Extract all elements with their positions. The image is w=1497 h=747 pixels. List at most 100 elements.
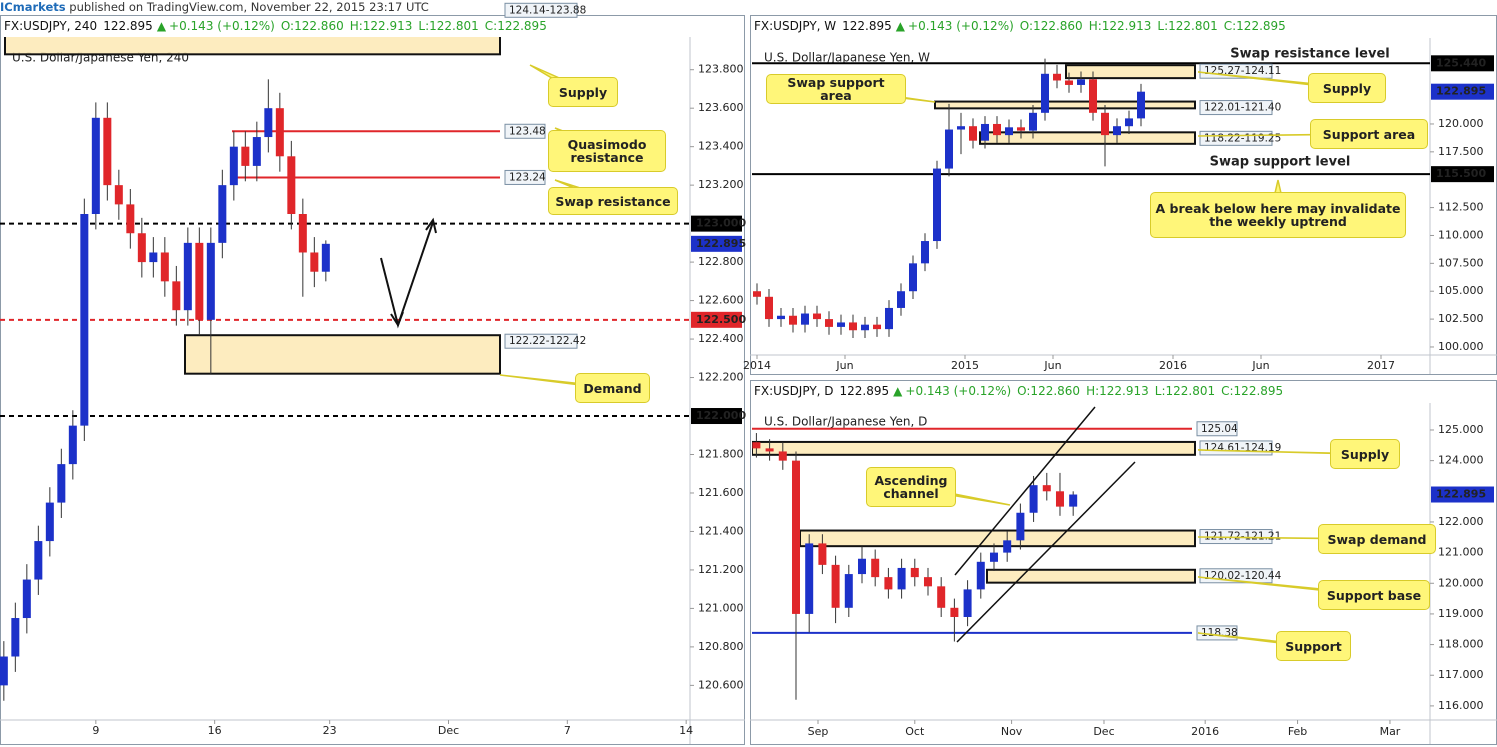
- callout: Supply: [548, 77, 618, 107]
- candle-body: [45, 502, 54, 542]
- callout: Supply: [1308, 73, 1386, 103]
- zone-label: 121.72-121.21: [1204, 531, 1281, 543]
- candle-body: [849, 322, 857, 331]
- last-price-tag: [1431, 83, 1494, 100]
- header-price: 122.895: [840, 384, 890, 398]
- y-tick-label: 121.200: [698, 563, 744, 576]
- level-label: 125.04: [1201, 423, 1238, 435]
- candle-body: [126, 204, 135, 234]
- header-ohlc: C:122.895: [1221, 384, 1283, 398]
- candle-body: [885, 307, 893, 330]
- last-price-label: 122.895: [1436, 488, 1486, 501]
- symbol: FX:USDJPY, D: [754, 384, 834, 398]
- zone: [799, 529, 1196, 548]
- level-tag-label: 122.000: [696, 409, 746, 422]
- candle-body: [969, 126, 977, 141]
- y-tick-label: 120.600: [698, 678, 744, 691]
- level-label-box: [504, 169, 546, 185]
- level-tag: [691, 215, 742, 232]
- up-triangle: ▲: [896, 19, 906, 33]
- callout: Swap support area: [766, 74, 906, 104]
- candle-body: [989, 552, 998, 562]
- last-price-tag: [1431, 486, 1494, 503]
- y-tick-label: 123.400: [698, 140, 744, 153]
- panel-header: FX:USDJPY, W 122.895 ▲ +0.143 (+0.12%) O:122…: [754, 19, 1286, 33]
- candle-body: [298, 214, 307, 253]
- candle-body: [1069, 494, 1078, 507]
- header-price: 122.895: [103, 19, 153, 33]
- candle-body: [884, 577, 893, 590]
- candle-body: [91, 117, 100, 215]
- candle-body: [22, 579, 31, 619]
- header-ohlc: H:122.913: [350, 19, 413, 33]
- zone-label-box: [504, 333, 578, 349]
- chart-title: U.S. Dollar/Japanese Yen, D: [764, 415, 927, 429]
- candle-body: [765, 448, 774, 452]
- callout: Ascending channel: [866, 467, 956, 507]
- zone: [934, 100, 1196, 110]
- zone: [1065, 64, 1196, 80]
- candle-body: [195, 242, 204, 320]
- symbol: FX:USDJPY, W: [754, 19, 836, 33]
- y-tick-label: 124.000: [1438, 454, 1484, 467]
- candle-body: [252, 137, 261, 166]
- candle-body: [777, 315, 785, 320]
- header-ohlc: L:122.801: [1155, 384, 1215, 398]
- candle-body: [183, 242, 192, 311]
- brand[interactable]: ICmarkets: [0, 0, 66, 14]
- candle-body: [818, 543, 827, 565]
- candle-body: [1101, 112, 1109, 136]
- zone-label: 124.14-123.88: [509, 4, 586, 16]
- candle-body: [871, 558, 880, 578]
- last-price-label: 122.895: [696, 237, 746, 250]
- candle-body: [149, 252, 158, 263]
- zone-label-box: [1199, 100, 1273, 116]
- callout: Supply: [1330, 439, 1400, 469]
- y-tick-label: 122.200: [698, 371, 744, 384]
- candle-body: [160, 252, 169, 282]
- candle-body: [0, 656, 8, 686]
- candle-body: [1029, 112, 1037, 131]
- candle-body: [1016, 512, 1025, 541]
- zone: [986, 568, 1196, 584]
- header-ohlc: L:122.801: [418, 19, 478, 33]
- candle-body: [981, 123, 989, 141]
- candle-body: [921, 241, 929, 264]
- candle-body: [1065, 80, 1073, 85]
- candle-body: [264, 108, 273, 138]
- candle-body: [1089, 79, 1097, 113]
- candle-body: [80, 214, 89, 426]
- candle-body: [778, 451, 787, 461]
- x-tick-label: Sep: [808, 725, 829, 738]
- level-tag-label: 125.440: [1436, 56, 1486, 69]
- y-tick-label: 102.500: [1438, 312, 1484, 325]
- callout: Swap resistance: [548, 187, 678, 215]
- candle-body: [114, 185, 123, 205]
- zone-label: 120.02-120.44: [1204, 570, 1282, 582]
- level-tag: [1431, 55, 1494, 72]
- candle-body: [937, 586, 946, 608]
- candle-body: [963, 589, 972, 617]
- candle-body: [172, 281, 181, 311]
- x-tick-label: 7: [564, 724, 571, 737]
- candle-body: [805, 543, 814, 614]
- candle-body: [909, 263, 917, 292]
- last-price-tag: [691, 235, 742, 252]
- callout: Support base: [1318, 580, 1430, 610]
- zone-label: 118.22-119.25: [1204, 132, 1281, 144]
- candle-body: [1077, 79, 1085, 85]
- callout: Support: [1276, 631, 1351, 661]
- panel-header: FX:USDJPY, D 122.895 ▲ +0.143 (+0.12%) O:122…: [754, 384, 1283, 398]
- candle-body: [287, 156, 296, 215]
- x-tick-label: 2016: [1159, 359, 1187, 372]
- candle-body: [837, 322, 845, 327]
- candle-body: [897, 291, 905, 308]
- x-tick-label: Feb: [1288, 725, 1307, 738]
- candle-body: [1137, 91, 1145, 119]
- candle-body: [1055, 491, 1064, 507]
- candle-body: [1005, 127, 1013, 136]
- level-label: 123.24: [509, 171, 546, 183]
- y-tick-label: 122.000: [1438, 515, 1484, 528]
- header-ohlc: H:122.913: [1086, 384, 1149, 398]
